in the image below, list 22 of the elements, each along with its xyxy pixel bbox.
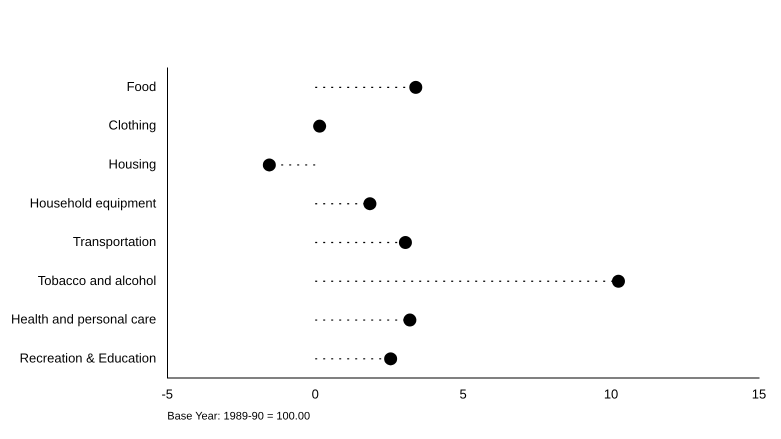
y-tick-label: Health and personal care bbox=[10, 312, 156, 327]
point bbox=[409, 80, 422, 94]
point bbox=[398, 236, 412, 249]
y-tick-label: Tobacco and alcohol bbox=[38, 272, 156, 288]
x-tick-label: 5 bbox=[460, 386, 467, 402]
y-tick-label: Transportation bbox=[72, 234, 156, 250]
x-axis-title: Base Year: 1989-90 = 100.00 bbox=[167, 410, 310, 422]
x-tick-label: 15 bbox=[752, 386, 766, 402]
y-tick-label: Food bbox=[126, 78, 156, 94]
x-tick-label: 10 bbox=[604, 386, 618, 402]
point bbox=[384, 352, 398, 366]
point bbox=[262, 158, 276, 172]
point bbox=[403, 314, 416, 327]
x-tick-label: 0 bbox=[312, 386, 319, 402]
y-tick-label: Household equipment bbox=[30, 195, 157, 210]
point bbox=[313, 120, 326, 133]
x-tick-label: -5 bbox=[161, 386, 174, 402]
point bbox=[612, 274, 625, 288]
y-tick-label: Housing bbox=[108, 156, 156, 172]
point bbox=[363, 197, 376, 210]
y-tick-label: Clothing bbox=[108, 118, 156, 133]
y-tick-label: Recreation & Education bbox=[20, 350, 156, 366]
